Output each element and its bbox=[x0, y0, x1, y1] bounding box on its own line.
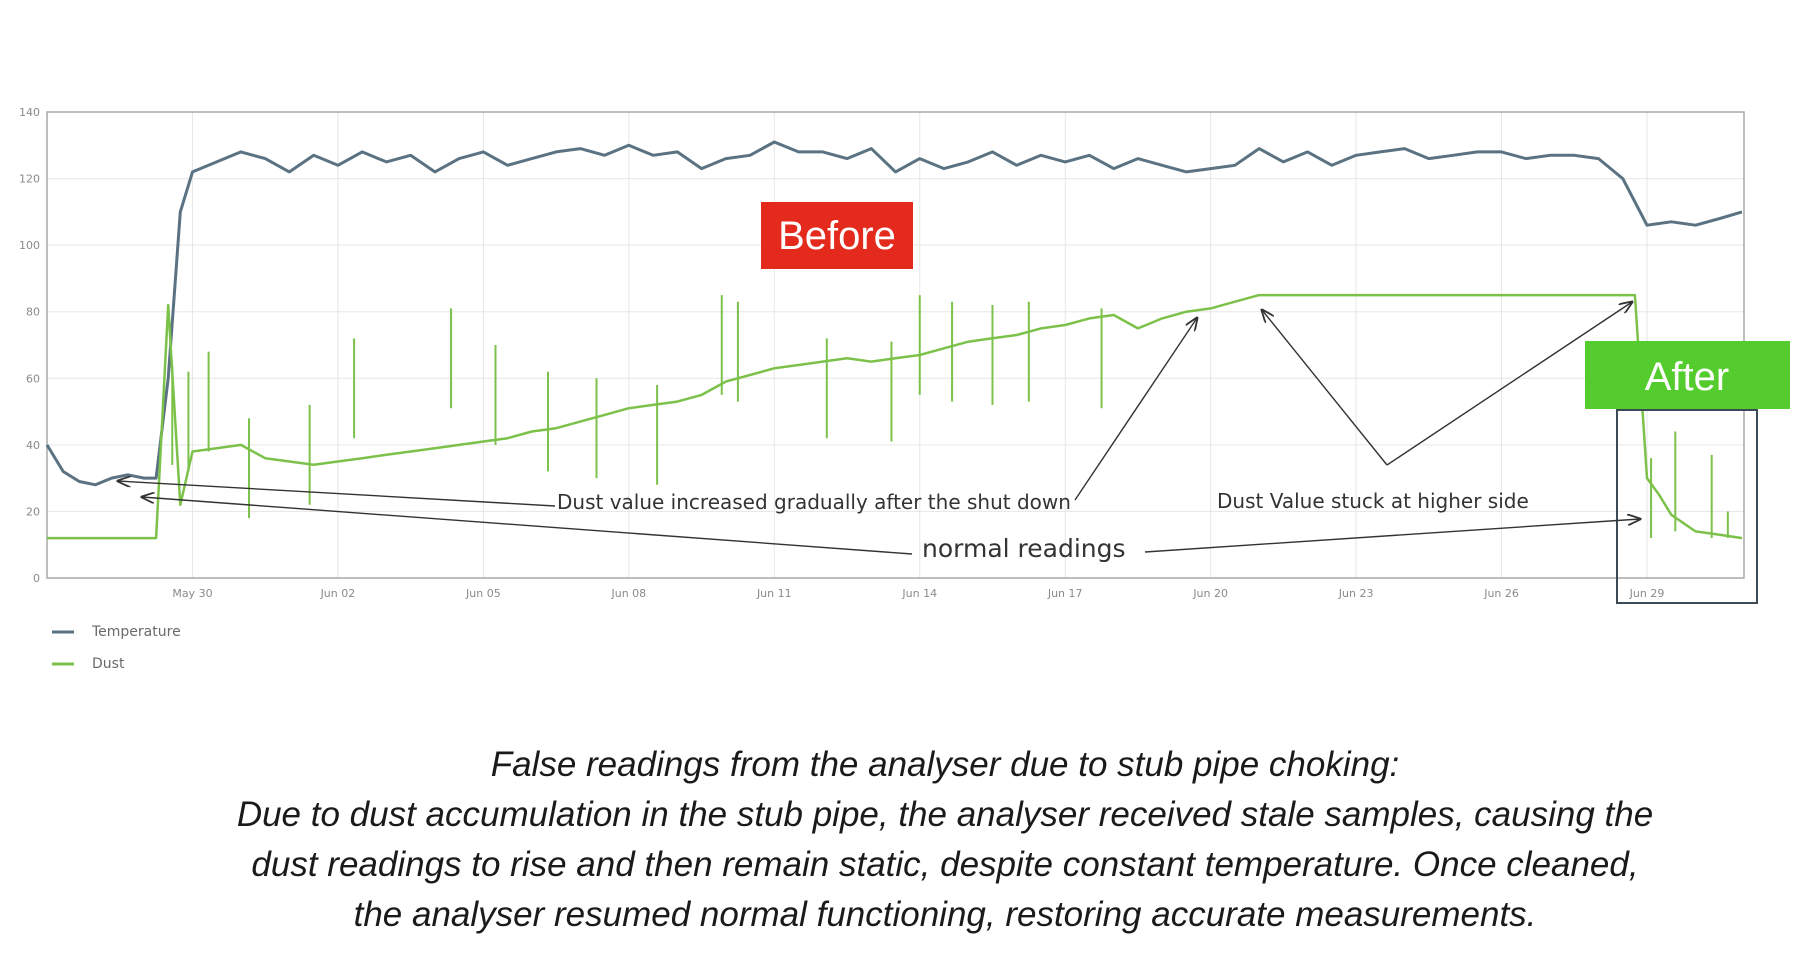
y-tick-label: 60 bbox=[26, 372, 40, 385]
stuck-arrow-right bbox=[1386, 302, 1632, 466]
x-tick-label: Jun 29 bbox=[1629, 587, 1665, 600]
y-tick-label: 20 bbox=[26, 505, 40, 518]
y-tick-label: 0 bbox=[33, 572, 40, 585]
gradual-arrow-right bbox=[1074, 318, 1197, 501]
x-tick-label: Jun 02 bbox=[320, 587, 356, 600]
x-tick-label: Jun 26 bbox=[1483, 587, 1519, 600]
gradual-arrow-left bbox=[118, 481, 556, 507]
normal-arrow-right bbox=[1144, 519, 1640, 553]
before-badge bbox=[761, 202, 913, 269]
tick-labels: 0 20 40 60 80 100 120 140 May 30 Jun 02 Jun 05 Jun … bbox=[19, 106, 1664, 600]
series-dust-line bbox=[47, 293, 1743, 540]
annotation-normal: normal readings bbox=[922, 534, 1126, 563]
after-badge bbox=[1585, 341, 1790, 409]
x-tick-label: Jun 23 bbox=[1338, 587, 1374, 600]
x-tick-label: Jun 08 bbox=[610, 587, 646, 600]
y-tick-label: 80 bbox=[26, 306, 40, 319]
x-tick-label: Jun 17 bbox=[1047, 587, 1083, 600]
x-tick-label: May 30 bbox=[172, 587, 212, 600]
series-temperature-line bbox=[45, 140, 1743, 487]
caption-line-3: dust readings to rise and then remain st… bbox=[251, 845, 1639, 884]
y-tick-label: 120 bbox=[19, 173, 40, 186]
annotation-arrows bbox=[118, 302, 1640, 555]
annotation-gradual: Dust value increased gradually after the… bbox=[557, 490, 1071, 514]
y-tick-label: 140 bbox=[19, 106, 40, 119]
stuck-arrow-left bbox=[1262, 310, 1388, 466]
normal-arrow-left bbox=[142, 497, 913, 555]
x-tick-label: Jun 05 bbox=[465, 587, 501, 600]
before-badge-label: Before bbox=[778, 214, 896, 258]
caption-line-2: Due to dust accumulation in the stub pip… bbox=[236, 795, 1654, 834]
x-tick-label: Jun 11 bbox=[756, 587, 792, 600]
y-tick-label: 100 bbox=[19, 239, 40, 252]
after-badge-label: After bbox=[1645, 355, 1729, 399]
caption-line-1: False readings from the analyser due to … bbox=[490, 745, 1400, 784]
legend-temperature-label: Temperature bbox=[91, 624, 181, 640]
caption: False readings from the analyser due to … bbox=[100, 740, 1790, 940]
annotation-stuck: Dust Value stuck at higher side bbox=[1217, 489, 1529, 513]
caption-line-4: the analyser resumed normal functioning,… bbox=[353, 895, 1537, 934]
y-tick-label: 40 bbox=[26, 439, 40, 452]
legend: Temperature Dust bbox=[52, 624, 181, 672]
after-highlight-box bbox=[1616, 409, 1758, 604]
legend-dust-label: Dust bbox=[92, 656, 125, 672]
series-layer bbox=[45, 140, 1743, 540]
x-tick-label: Jun 20 bbox=[1192, 587, 1228, 600]
x-tick-label: Jun 14 bbox=[901, 587, 937, 600]
